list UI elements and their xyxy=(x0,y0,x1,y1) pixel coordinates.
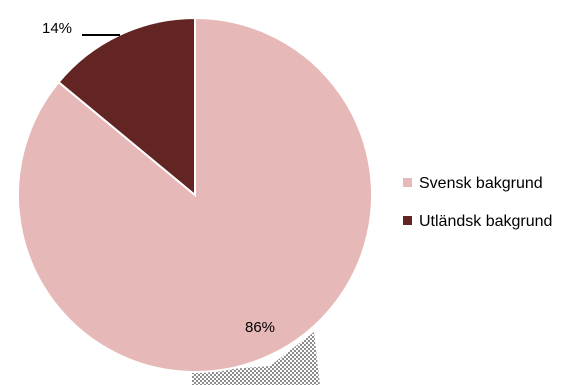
legend-label-utlandsk: Utländsk bakgrund xyxy=(419,213,552,230)
legend-swatch-utlandsk xyxy=(403,216,412,225)
legend-swatch-svensk xyxy=(403,178,412,187)
data-label-svensk: 86% xyxy=(245,319,275,336)
pie-slices xyxy=(17,16,373,373)
pie-shadow-pattern xyxy=(192,332,320,385)
legend-label-svensk: Svensk bakgrund xyxy=(419,175,543,192)
legend: Svensk bakgrund Utländsk bakgrund xyxy=(403,175,552,230)
data-label-utlandsk: 14% xyxy=(42,20,72,37)
pie-slice-svensk xyxy=(17,16,373,373)
